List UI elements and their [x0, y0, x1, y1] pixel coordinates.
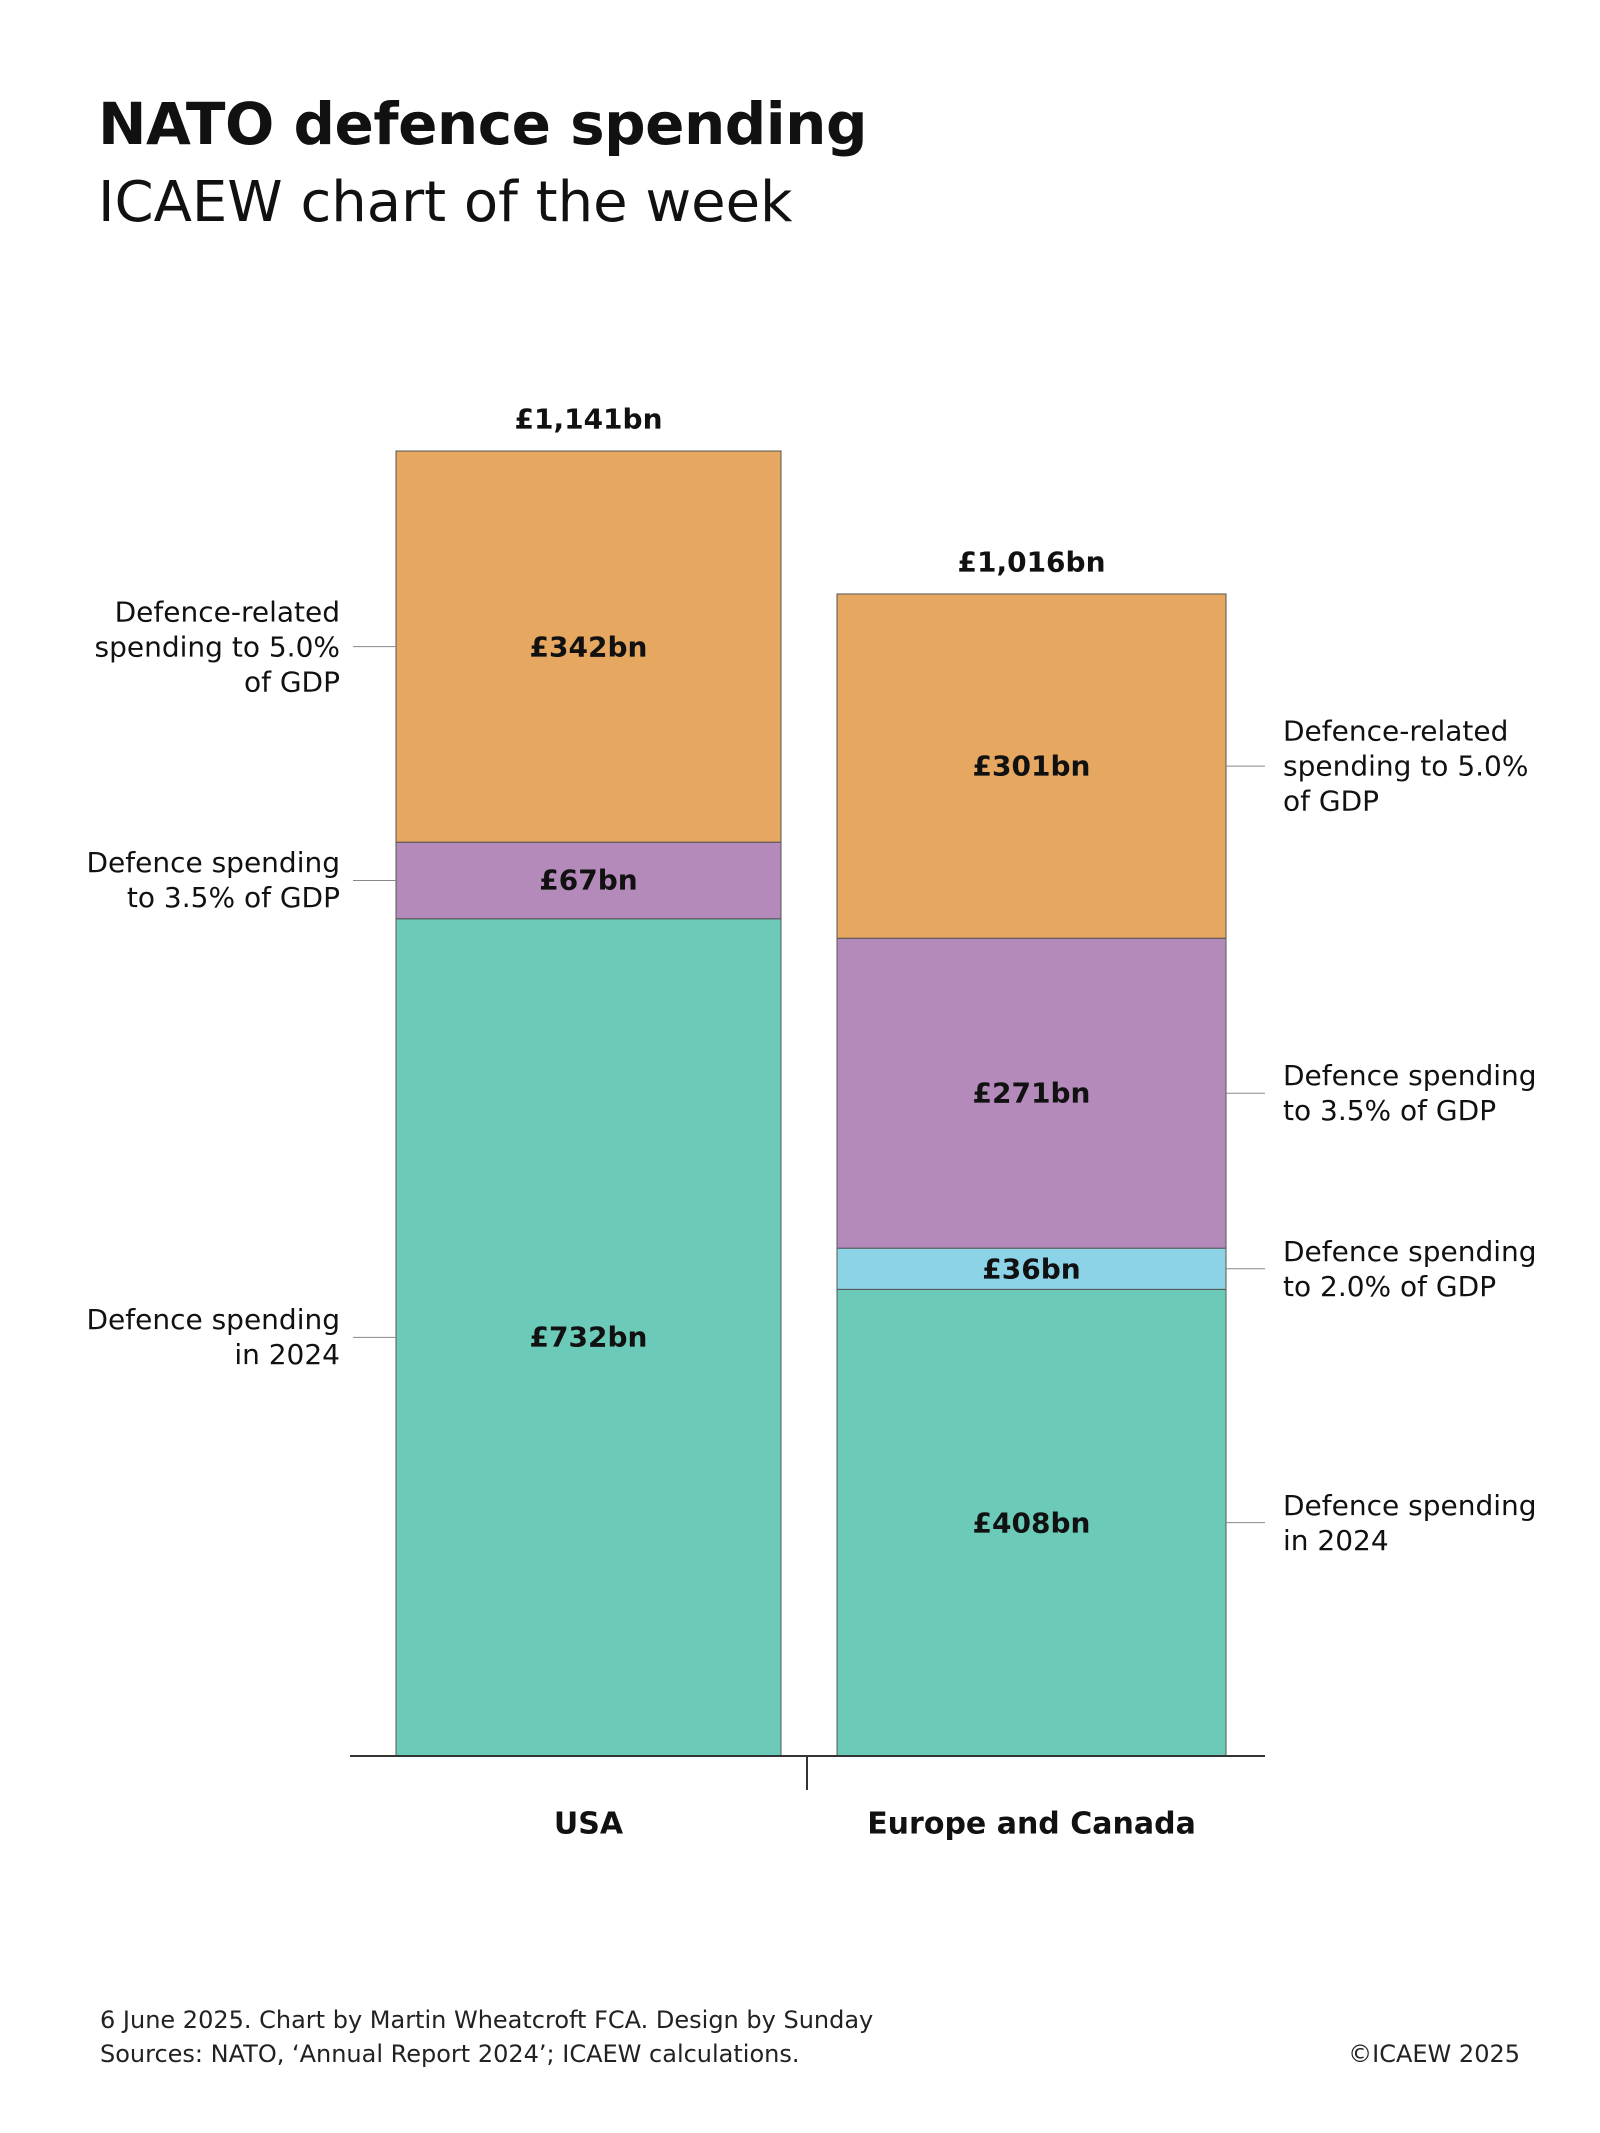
value-label: £271bn — [972, 1076, 1091, 1110]
segment-label: Defence spending in 2024 — [86, 1303, 340, 1372]
chart-title: NATO defence spending — [98, 90, 868, 158]
segment-label: Defence spending to 3.5% of GDP — [1283, 1059, 1537, 1128]
value-label: £67bn — [539, 863, 638, 897]
chart-subtitle: ICAEW chart of the week — [98, 170, 793, 235]
bar-segment — [836, 1247, 1227, 1290]
segment-label: Defence-related spending to 5.0% of GDP — [94, 595, 340, 699]
bar-segment — [836, 593, 1227, 939]
bar-segment — [395, 450, 782, 843]
segment-label: Defence spending to 3.5% of GDP — [86, 846, 340, 915]
footer-line: 6 June 2025. Chart by Martin Wheatcroft … — [100, 2006, 874, 2034]
value-label: £301bn — [972, 749, 1091, 783]
total-label: £1,016bn — [957, 545, 1106, 579]
segment-label: Defence spending to 2.0% of GDP — [1283, 1234, 1537, 1303]
x-tick-label: USA — [553, 1806, 624, 1842]
segment-label: Defence-related spending to 5.0% of GDP — [1283, 714, 1529, 818]
bar-segment — [395, 918, 782, 1757]
bar-segment — [836, 1288, 1227, 1757]
total-label: £1,141bn — [514, 402, 663, 436]
value-label: £408bn — [972, 1506, 1091, 1540]
copyright: ©ICAEW 2025 — [1348, 2040, 1520, 2068]
x-tick-label: Europe and Canada — [867, 1806, 1196, 1842]
bar-segment — [836, 937, 1227, 1249]
segment-label: Defence spending in 2024 — [1283, 1488, 1537, 1557]
value-label: £342bn — [529, 630, 648, 664]
value-label: £36bn — [982, 1252, 1081, 1286]
bar-segment — [395, 841, 782, 920]
value-label: £732bn — [529, 1320, 648, 1354]
footer-line: Sources: NATO, ‘Annual Report 2024’; ICA… — [100, 2040, 800, 2068]
